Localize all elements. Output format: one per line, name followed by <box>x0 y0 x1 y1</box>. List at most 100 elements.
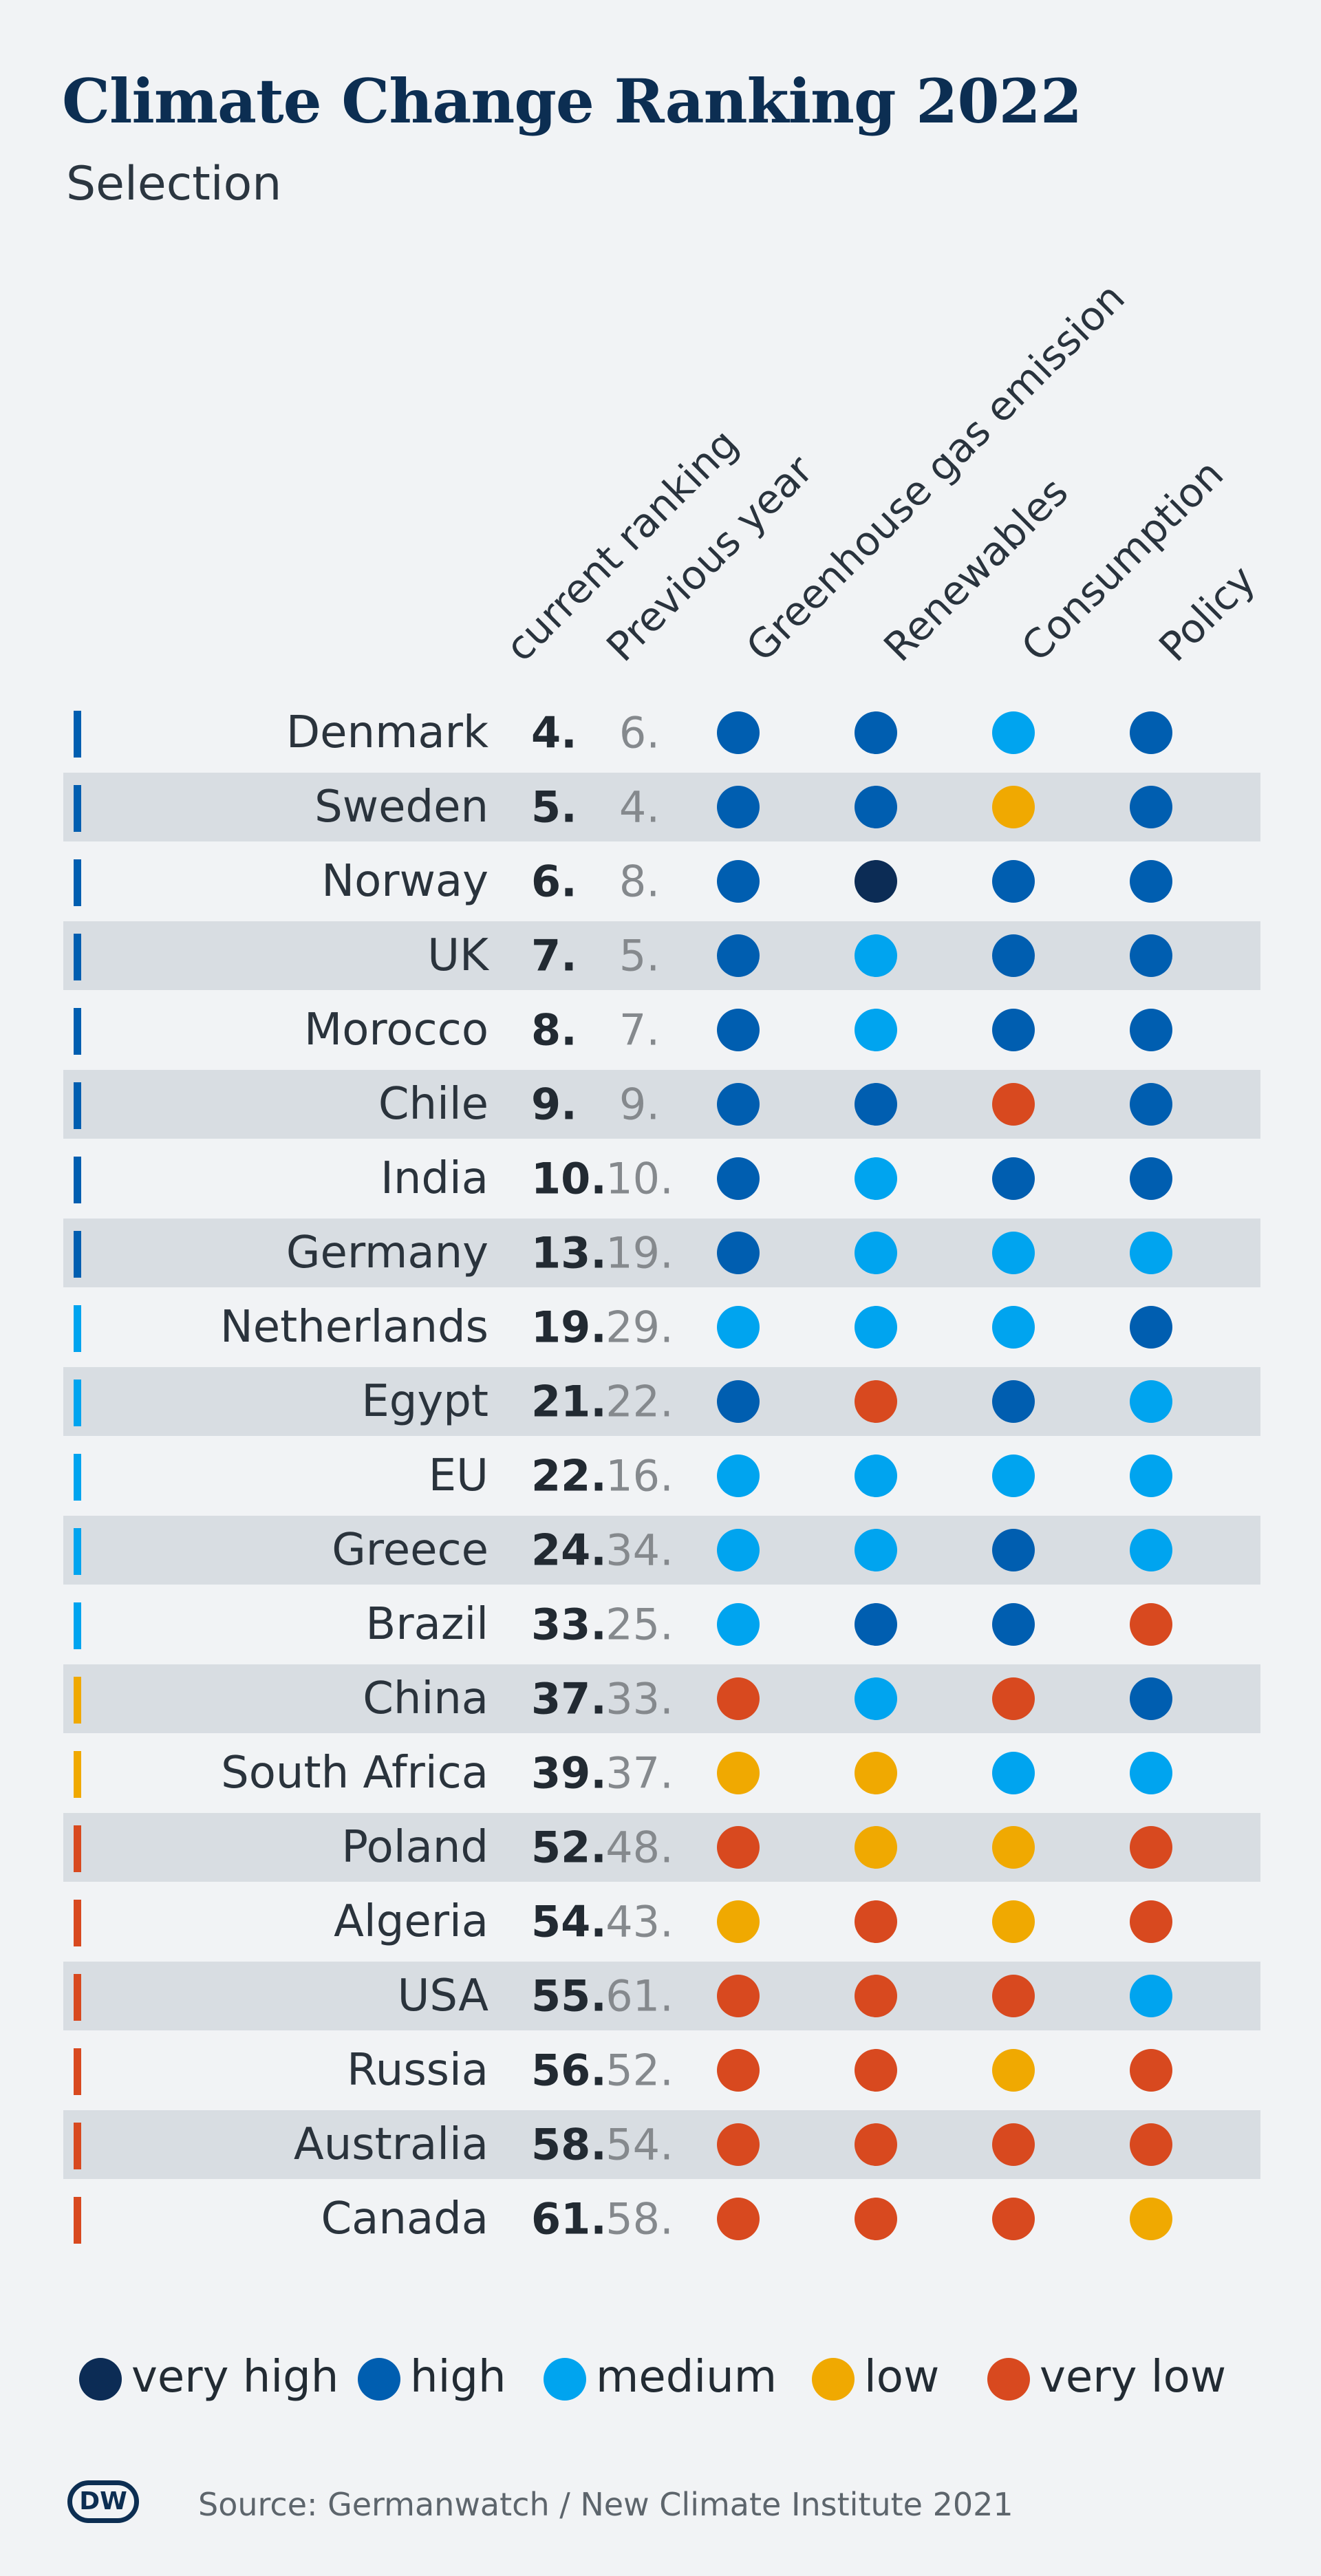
previous-rank: 10. <box>605 1153 674 1204</box>
policy-rating-dot <box>1130 1380 1172 1423</box>
ghg-rating-dot <box>717 1380 760 1423</box>
country-name: Chile <box>378 1079 488 1130</box>
table-row: Chile 9. 9. <box>63 1070 1260 1139</box>
country-name: India <box>380 1153 488 1204</box>
table-row: USA 55. 61. <box>63 1962 1260 2030</box>
renewables-rating-dot <box>855 1677 897 1720</box>
consumption-rating-dot <box>992 1232 1035 1274</box>
previous-rank: 33. <box>605 1673 674 1724</box>
renewables-rating-dot <box>855 1009 897 1051</box>
policy-rating-dot <box>1130 1455 1172 1497</box>
ghg-rating-dot <box>717 786 760 828</box>
row-indicator-bar <box>74 1825 81 1872</box>
current-rank: 6. <box>531 856 577 907</box>
legend-dot-icon <box>544 2358 586 2401</box>
row-indicator-bar <box>74 1974 81 2021</box>
row-indicator-bar <box>74 934 81 980</box>
dw-logo: DW <box>67 2480 139 2523</box>
previous-rank: 4. <box>619 782 660 833</box>
consumption-rating-dot <box>992 2198 1035 2240</box>
ghg-rating-dot <box>717 1455 760 1497</box>
policy-rating-dot <box>1130 2123 1172 2166</box>
previous-rank: 48. <box>605 1822 674 1873</box>
legend-label: high <box>410 2352 506 2403</box>
row-indicator-bar <box>74 1900 81 1946</box>
previous-rank: 43. <box>605 1896 674 1947</box>
ghg-rating-dot <box>717 2198 760 2240</box>
current-rank: 56. <box>531 2045 607 2096</box>
previous-rank: 29. <box>605 1302 674 1353</box>
policy-rating-dot <box>1130 1900 1172 1943</box>
legend-label: medium <box>596 2352 777 2403</box>
country-name: Sweden <box>314 782 488 833</box>
legend-dot-icon <box>987 2358 1030 2401</box>
country-name: South Africa <box>221 1748 488 1799</box>
country-name: Egypt <box>361 1376 488 1427</box>
consumption-rating-dot <box>992 1752 1035 1794</box>
previous-rank: 6. <box>619 707 660 758</box>
country-name: Australia <box>293 2119 488 2170</box>
ghg-rating-dot <box>717 1083 760 1126</box>
table-row: Norway 6. 8. <box>63 847 1260 916</box>
consumption-rating-dot <box>992 711 1035 754</box>
consumption-rating-dot <box>992 1009 1035 1051</box>
previous-rank: 54. <box>605 2119 674 2170</box>
table-row: South Africa 39. 37. <box>63 1739 1260 1807</box>
current-rank: 21. <box>531 1376 607 1427</box>
policy-rating-dot <box>1130 1677 1172 1720</box>
current-rank: 8. <box>531 1005 577 1055</box>
consumption-rating-dot <box>992 1975 1035 2017</box>
column-header-policy: Policy <box>1150 556 1265 671</box>
consumption-rating-dot <box>992 1157 1035 1200</box>
row-indicator-bar <box>74 785 81 832</box>
ghg-rating-dot <box>717 711 760 754</box>
renewables-rating-dot <box>855 1157 897 1200</box>
ghg-rating-dot <box>717 1826 760 1869</box>
table-row: Brazil 33. 25. <box>63 1590 1260 1659</box>
country-name: China <box>363 1673 488 1724</box>
country-name: Canada <box>321 2193 488 2244</box>
renewables-rating-dot <box>855 1826 897 1869</box>
row-indicator-bar <box>74 2197 81 2244</box>
current-rank: 19. <box>531 1302 607 1353</box>
consumption-rating-dot <box>992 860 1035 903</box>
row-indicator-bar <box>74 1157 81 1203</box>
previous-rank: 19. <box>605 1227 674 1278</box>
previous-rank: 37. <box>605 1748 674 1799</box>
ghg-rating-dot <box>717 1677 760 1720</box>
country-name: UK <box>427 930 488 981</box>
current-rank: 22. <box>531 1450 607 1501</box>
table-row: Poland 52. 48. <box>63 1813 1260 1882</box>
row-indicator-bar <box>74 1380 81 1426</box>
ghg-rating-dot <box>717 1975 760 2017</box>
renewables-rating-dot <box>855 860 897 903</box>
renewables-rating-dot <box>855 1975 897 2017</box>
table-row: Greece 24. 34. <box>63 1516 1260 1585</box>
ghg-rating-dot <box>717 1306 760 1349</box>
row-indicator-bar <box>74 1677 81 1724</box>
table-row: Germany 13. 19. <box>63 1219 1260 1287</box>
current-rank: 13. <box>531 1227 607 1278</box>
source-note: Source: Germanwatch / New Climate Instit… <box>198 2486 1013 2523</box>
policy-rating-dot <box>1130 860 1172 903</box>
ghg-rating-dot <box>717 860 760 903</box>
consumption-rating-dot <box>992 1083 1035 1126</box>
current-rank: 58. <box>531 2119 607 2170</box>
policy-rating-dot <box>1130 1975 1172 2017</box>
policy-rating-dot <box>1130 1157 1172 1200</box>
current-rank: 54. <box>531 1896 607 1947</box>
table-row: Denmark 4. 6. <box>63 698 1260 767</box>
current-rank: 24. <box>531 1525 607 1576</box>
previous-rank: 22. <box>605 1376 674 1427</box>
previous-rank: 7. <box>619 1005 660 1055</box>
renewables-rating-dot <box>855 786 897 828</box>
renewables-rating-dot <box>855 1455 897 1497</box>
table-row: Algeria 54. 43. <box>63 1887 1260 1956</box>
current-rank: 10. <box>531 1153 607 1204</box>
ghg-rating-dot <box>717 1529 760 1571</box>
row-indicator-bar <box>74 1528 81 1575</box>
table-row: Australia 58. 54. <box>63 2110 1260 2179</box>
renewables-rating-dot <box>855 2049 897 2092</box>
row-indicator-bar <box>74 1602 81 1649</box>
row-indicator-bar <box>74 859 81 906</box>
